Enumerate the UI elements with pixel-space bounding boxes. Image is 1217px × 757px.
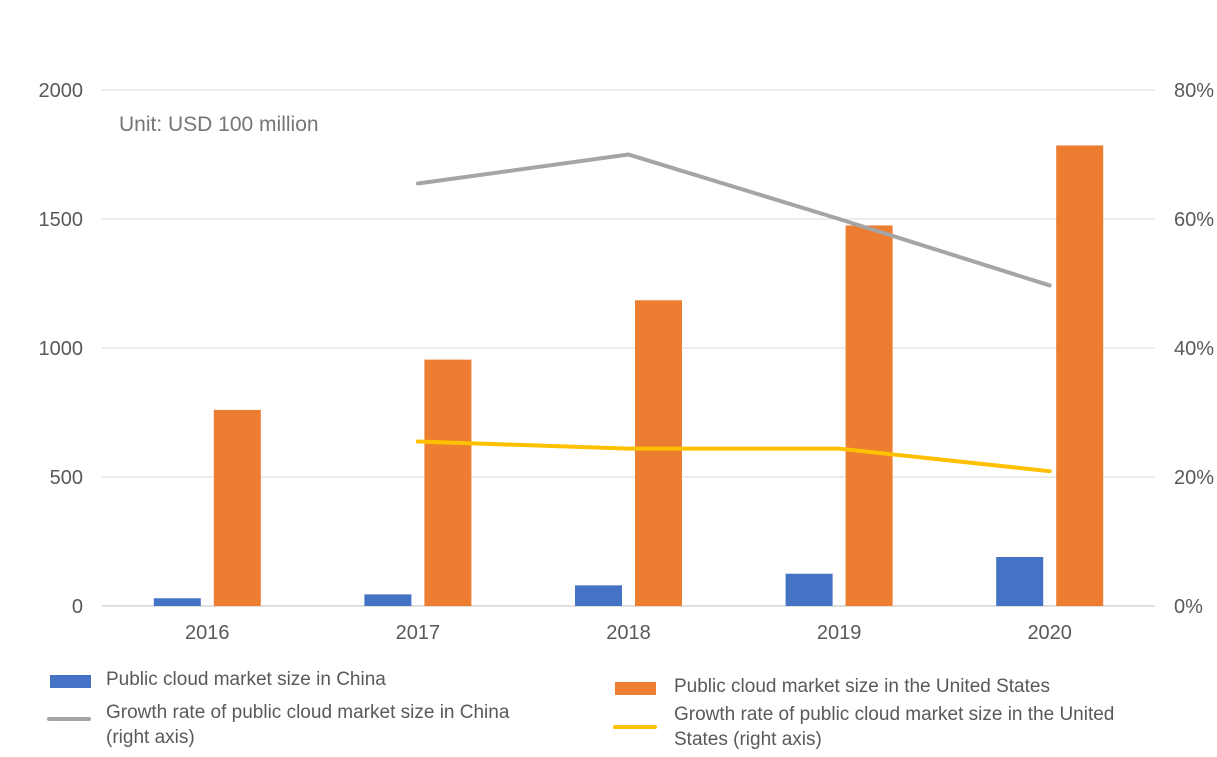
bar-us-2020 (1056, 145, 1104, 606)
legend-label-us-bar: Public cloud market size in the United S… (674, 676, 1050, 697)
y-right-tick-label: 0% (1174, 596, 1203, 618)
line-us-growth (415, 439, 1052, 474)
bar-china-2017 (364, 594, 412, 606)
legend-label-us-line-2: States (right axis) (674, 729, 822, 750)
legend-label-china-bar: Public cloud market size in China (106, 669, 386, 690)
legend-item-china-line: Growth rate of public cloud market size … (47, 701, 577, 751)
legend-label-us-line-1: Growth rate of public cloud market size … (674, 704, 1115, 725)
x-tick-label: 2019 (817, 622, 862, 644)
legend-swatch-china-line (47, 717, 91, 721)
line-china-growth (415, 152, 1052, 288)
bar-china-2016 (153, 598, 201, 606)
series-lines (415, 152, 1052, 474)
legend-item-china-bar: Public cloud market size in China (50, 668, 470, 694)
legend-swatch-china-bar (50, 675, 91, 688)
y-right-tick-label: 80% (1174, 80, 1214, 102)
tick-labels: 0 0% 500 20% 1000 40% 1500 60% 2000 80% 2016 2017 20… (39, 80, 1215, 644)
y-left-tick-label: 1000 (39, 338, 84, 360)
legend-label-china-line-2: (right axis) (106, 727, 195, 748)
bar-china-2019 (785, 573, 833, 606)
y-left-tick-label: 500 (50, 467, 83, 489)
bar-us-2017 (424, 359, 472, 606)
legend-swatch-us-bar (615, 682, 656, 695)
y-right-tick-label: 40% (1174, 338, 1214, 360)
bar-us-2018 (635, 300, 682, 606)
legend-item-us-line: Growth rate of public cloud market size … (613, 703, 1173, 753)
x-tick-label: 2016 (185, 622, 230, 644)
bar-us-2019 (845, 225, 893, 606)
y-left-tick-label: 1500 (39, 209, 84, 231)
y-left-tick-label: 0 (72, 596, 83, 618)
x-tick-label: 2020 (1027, 622, 1072, 644)
y-right-tick-label: 60% (1174, 209, 1214, 231)
x-tick-label: 2018 (606, 622, 651, 644)
legend-label-china-line-1: Growth rate of public cloud market size … (106, 702, 510, 723)
bars (153, 145, 1104, 606)
legend-item-us-bar: Public cloud market size in the United S… (615, 675, 1115, 701)
bar-china-2018 (575, 585, 622, 606)
unit-annotation: Unit: USD 100 million (119, 113, 319, 136)
y-left-tick-label: 2000 (39, 80, 84, 102)
legend-swatch-us-line (613, 725, 657, 729)
gridlines (102, 89, 1155, 607)
bar-us-2016 (213, 409, 261, 606)
x-tick-label: 2017 (396, 622, 441, 644)
bar-china-2020 (996, 556, 1044, 606)
y-right-tick-label: 20% (1174, 467, 1214, 489)
